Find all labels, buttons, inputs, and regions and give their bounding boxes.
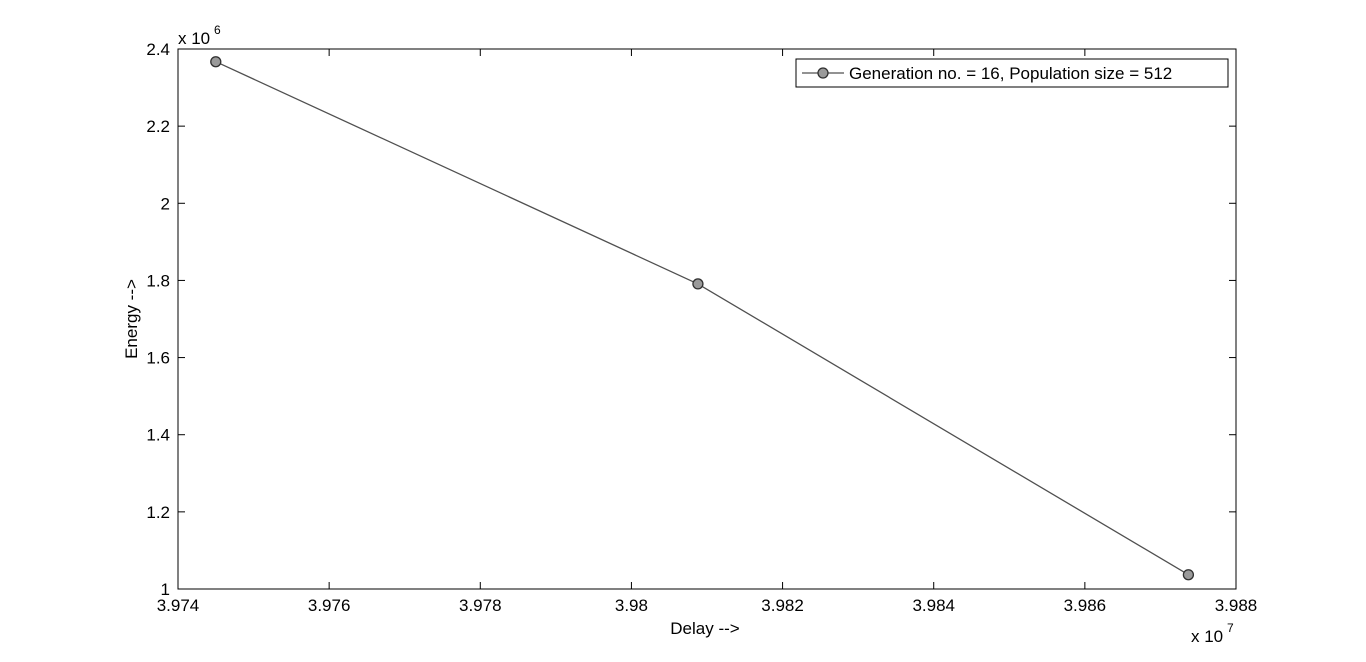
x-tick-label: 3.984 [912, 596, 955, 615]
y-tick-label: 1.4 [146, 426, 170, 445]
data-point [692, 278, 704, 290]
x-axis-ticks: 3.974 3.976 3.978 3.98 3.982 3.984 3.986 3.988 [157, 49, 1258, 615]
x-tick-label: 3.974 [157, 596, 200, 615]
y-tick-label: 2.4 [146, 40, 170, 59]
legend-marker [817, 67, 829, 79]
x-multiplier-exponent: 7 [1227, 621, 1234, 635]
y-tick-label: 2.2 [146, 117, 170, 136]
legend: Generation no. = 16, Population size = 5… [795, 58, 1229, 88]
y-tick-label: 1.6 [146, 349, 170, 368]
x-tick-label: 3.98 [615, 596, 648, 615]
y-multiplier-base: x 10 [178, 29, 210, 48]
x-tick-label: 3.978 [459, 596, 502, 615]
y-axis-multiplier: x 10 6 [178, 23, 221, 48]
y-tick-label: 2 [161, 194, 170, 213]
y-tick-label: 1.8 [146, 271, 170, 290]
x-tick-label: 3.988 [1215, 596, 1258, 615]
legend-box [795, 58, 1229, 88]
y-multiplier-exponent: 6 [214, 23, 221, 37]
data-point [210, 56, 222, 68]
x-tick-label: 3.976 [308, 596, 351, 615]
x-axis-label: Delay --> [670, 619, 740, 638]
x-axis-multiplier: x 10 7 [1191, 621, 1234, 646]
y-axis-label: Energy --> [122, 279, 141, 359]
y-tick-label: 1 [161, 580, 170, 599]
y-axis-ticks: 1 1.2 1.4 1.6 1.8 2 2.2 2.4 [146, 40, 1236, 599]
plot-frame [177, 48, 1237, 590]
x-multiplier-base: x 10 [1191, 627, 1223, 646]
data-point [1182, 569, 1195, 581]
legend-label: Generation no. = 16, Population size = 5… [849, 64, 1172, 83]
x-tick-label: 3.986 [1064, 596, 1107, 615]
x-tick-label: 3.982 [761, 596, 804, 615]
y-tick-label: 1.2 [146, 503, 170, 522]
plot-area [178, 49, 1236, 589]
series-layer [210, 56, 1195, 581]
